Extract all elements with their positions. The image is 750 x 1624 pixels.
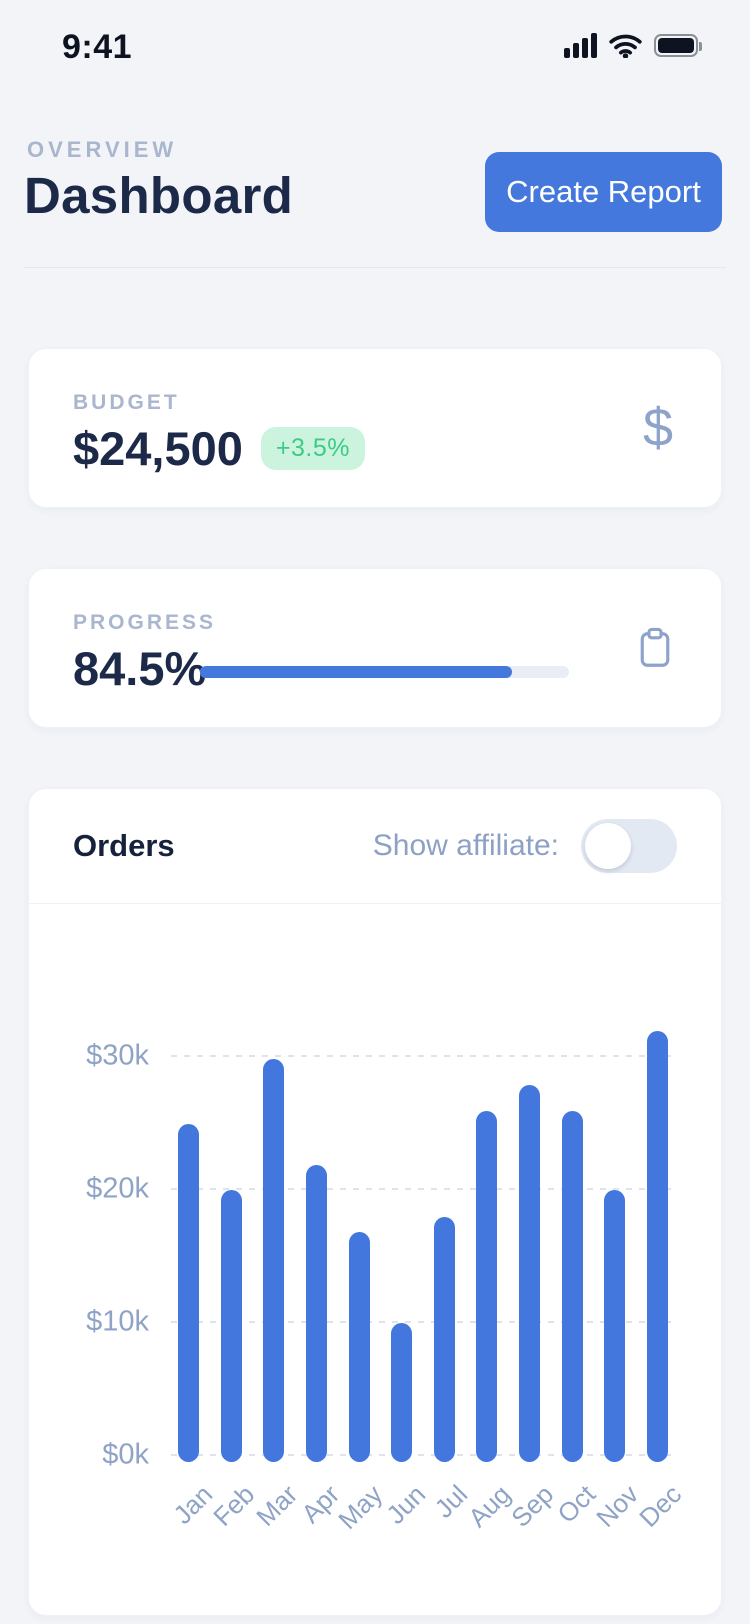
budget-card: BUDGET $24,500 +3.5% $ bbox=[28, 348, 722, 508]
y-tick-label: $30k bbox=[86, 1039, 149, 1072]
wifi-icon bbox=[609, 34, 642, 58]
x-tick-label: Apr bbox=[295, 1479, 346, 1529]
chart-bar-Dec bbox=[647, 1030, 668, 1462]
progress-bar-fill bbox=[200, 665, 512, 678]
clipboard-icon bbox=[640, 627, 670, 667]
x-tick-label: Feb bbox=[207, 1479, 261, 1532]
progress-bar bbox=[200, 665, 569, 678]
x-tick-label: Dec bbox=[632, 1479, 687, 1533]
gridline-$20k bbox=[171, 1188, 675, 1190]
status-icons bbox=[564, 30, 702, 60]
status-bar: 9:41 bbox=[0, 0, 750, 88]
battery-icon bbox=[654, 33, 702, 57]
chart-bar-Jul bbox=[433, 1216, 455, 1462]
y-tick-label: $10k bbox=[86, 1305, 149, 1338]
orders-card: Orders Show affiliate: $30k $20k $10k $0k Ja… bbox=[28, 788, 722, 1616]
chart-bar-Jan bbox=[178, 1123, 199, 1462]
header-divider bbox=[24, 267, 726, 268]
x-tick-label: Aug bbox=[462, 1479, 517, 1533]
progress-label: PROGRESS bbox=[73, 611, 217, 634]
chart-bar-Aug bbox=[476, 1110, 498, 1462]
x-tick-label: Jun bbox=[380, 1479, 431, 1530]
chart-bar-Feb bbox=[220, 1190, 242, 1462]
gridline-$10k bbox=[171, 1321, 675, 1323]
status-time: 9:41 bbox=[62, 28, 133, 66]
create-report-button[interactable]: Create Report bbox=[485, 152, 722, 232]
page-title: Dashboard bbox=[24, 167, 294, 224]
show-affiliate-label: Show affiliate: bbox=[372, 829, 559, 862]
chart-bar-Jun bbox=[391, 1323, 413, 1462]
budget-value: $24,500 bbox=[73, 422, 243, 475]
chart-bar-Nov bbox=[604, 1190, 626, 1462]
y-tick-label: $0k bbox=[102, 1438, 149, 1471]
toggle-knob bbox=[585, 823, 631, 869]
chart-bar-Sep bbox=[519, 1085, 541, 1462]
x-tick-label: Nov bbox=[590, 1479, 645, 1533]
x-tick-label: Oct bbox=[551, 1479, 602, 1529]
gridline-$30k bbox=[171, 1055, 675, 1057]
progress-card: PROGRESS 84.5% bbox=[28, 568, 722, 728]
budget-label: BUDGET bbox=[73, 391, 180, 414]
chart-bar-Mar bbox=[263, 1058, 285, 1462]
section-eyebrow: OVERVIEW bbox=[27, 137, 178, 162]
y-tick-label: $20k bbox=[86, 1172, 149, 1205]
dollar-icon: $ bbox=[642, 398, 673, 458]
orders-title: Orders bbox=[73, 828, 175, 863]
show-affiliate-toggle[interactable] bbox=[581, 819, 677, 873]
chart-bar-May bbox=[348, 1231, 370, 1462]
cellular-signal-icon bbox=[564, 32, 597, 58]
progress-value: 84.5% bbox=[73, 642, 207, 695]
budget-delta-badge: +3.5% bbox=[260, 427, 365, 470]
orders-header: Orders Show affiliate: bbox=[29, 789, 721, 904]
chart-bar-Oct bbox=[561, 1110, 583, 1462]
gridline-$0k bbox=[171, 1454, 675, 1456]
chart-bar-Apr bbox=[305, 1165, 327, 1462]
x-tick-label: Jan bbox=[166, 1479, 218, 1530]
orders-bar-chart: $30k $20k $10k $0k Jan Feb Mar Apr May Jun Jul Aug S… bbox=[29, 904, 721, 1615]
